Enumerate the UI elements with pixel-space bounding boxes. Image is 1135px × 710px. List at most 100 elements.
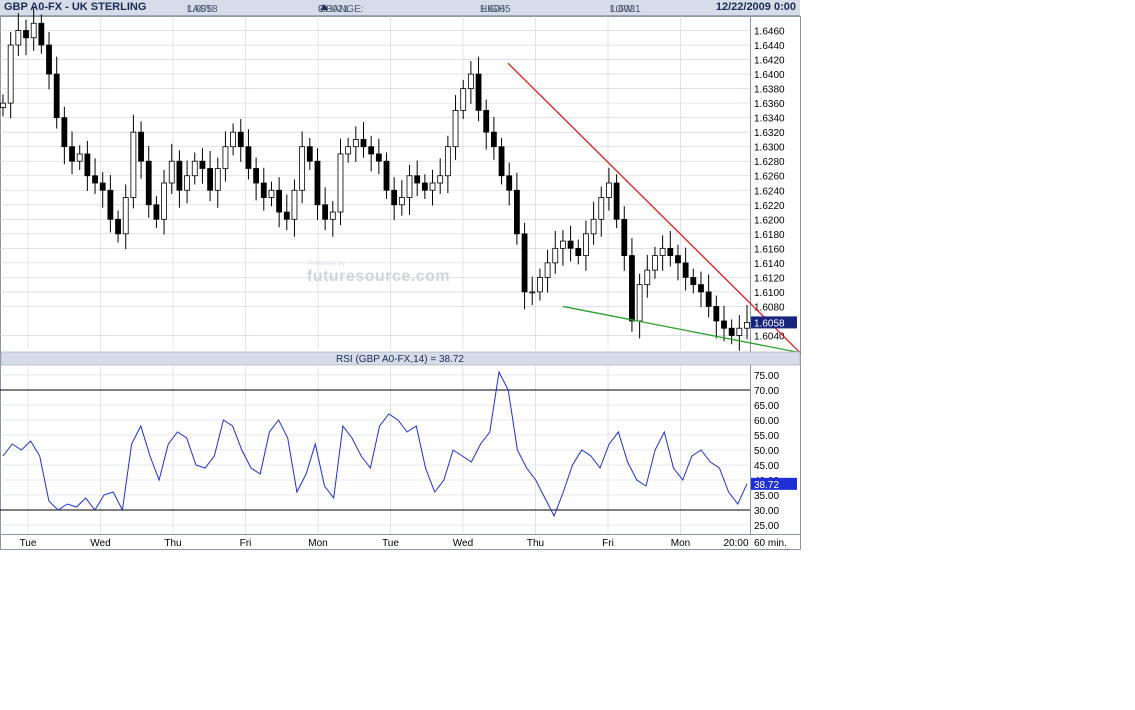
candle-body	[452, 109, 459, 148]
candle-body	[552, 247, 559, 264]
candle-body	[437, 175, 444, 184]
x-tick-label: Mon	[308, 538, 327, 549]
price-tick-label: 1.6380	[754, 85, 785, 96]
candle-body	[299, 146, 306, 191]
rsi-line	[2, 370, 748, 518]
rsi-last-marker	[751, 477, 797, 490]
rsi-tick-label: 75.00	[754, 371, 779, 382]
candle-body	[15, 30, 22, 46]
candle-body	[398, 197, 405, 206]
watermark-tagline: Powered by	[309, 261, 346, 267]
rsi-tick-label: 25.00	[754, 521, 779, 532]
price-tick-label: 1.6180	[754, 230, 785, 241]
candle-body	[429, 182, 436, 191]
candle-body	[659, 247, 666, 257]
x-tick-label: Thu	[164, 538, 181, 549]
candle-body	[153, 204, 160, 220]
x-tick-label: Tue	[20, 538, 37, 549]
price-tick-label: 1.6300	[754, 143, 785, 154]
candle-body	[705, 291, 712, 307]
candle-body	[23, 30, 29, 39]
candle-body	[145, 160, 152, 206]
price-tick-label: 1.6140	[754, 259, 785, 270]
candle-body	[391, 189, 398, 206]
candle-body	[184, 175, 190, 191]
x-tick-label: Thu	[527, 538, 544, 549]
candle-body	[352, 139, 359, 148]
candle-body	[483, 109, 490, 133]
up-triangle-icon	[320, 4, 328, 10]
candle-body	[322, 204, 329, 220]
candle-body	[460, 88, 467, 111]
high-label: HIGH:	[480, 4, 508, 15]
candle-body	[237, 131, 244, 148]
price-tick-label: 1.6200	[754, 215, 785, 226]
price-tick-label: 1.6420	[754, 56, 785, 67]
x-tick-label: Wed	[90, 538, 110, 549]
rsi-title: RSI (GBP A0-FX,14) = 38.72	[336, 354, 464, 365]
candle-body	[191, 160, 198, 177]
candle-body	[636, 284, 643, 322]
candle-body	[698, 284, 704, 293]
price-tick-label: 1.6260	[754, 172, 785, 183]
x-tick-label: Wed	[453, 538, 473, 549]
low-value: 1.6031	[610, 4, 641, 15]
candle-body	[7, 44, 14, 104]
candle-body	[560, 240, 566, 249]
candle-body	[713, 306, 720, 322]
candle-body	[506, 175, 513, 191]
x-tick-label: Fri	[602, 538, 614, 549]
candle-body	[667, 247, 674, 257]
candle-body	[291, 189, 298, 220]
quote-header: GBP A0-FX - UK STERLING LAST: 1.6058 CHA…	[0, 0, 800, 16]
price-tick-label: 1.6320	[754, 128, 785, 139]
rsi-tick-label: 35.00	[754, 491, 779, 502]
candle-body	[176, 160, 183, 191]
candle-body	[475, 73, 482, 111]
rsi-tick-label: 60.00	[754, 416, 779, 427]
candle-body	[375, 153, 382, 162]
candle-body	[406, 175, 413, 198]
candle-body	[621, 218, 628, 257]
price-tick-label: 1.6160	[754, 244, 785, 255]
x-tick-label: Mon	[671, 538, 690, 549]
rsi-title-bar	[0, 351, 801, 366]
price-tick-label: 1.6400	[754, 70, 785, 81]
rsi-tick-label: 30.00	[754, 506, 779, 517]
candle-body	[99, 182, 106, 191]
price-tick-label: 1.6080	[754, 302, 785, 313]
last-value: 1.6058	[187, 4, 218, 15]
candle-body	[122, 197, 129, 235]
rsi-tick-label: 65.00	[754, 401, 779, 412]
candle-body	[575, 247, 582, 257]
x-axis-unit: 60 min.	[754, 538, 787, 549]
x-tick-label: Fri	[240, 538, 252, 549]
candle-body	[383, 160, 390, 191]
candle-body	[513, 189, 520, 235]
candle-body	[230, 131, 237, 148]
symbol-title: GBP A0-FX - UK STERLING	[4, 1, 147, 13]
price-tick-label: 1.6120	[754, 273, 785, 284]
candle-body	[76, 153, 83, 162]
candle-body	[682, 262, 689, 278]
candle-body	[314, 160, 321, 206]
candle-body	[161, 182, 167, 220]
candle-body	[736, 327, 743, 336]
x-tick-label: 20:00	[723, 538, 748, 549]
candle-body	[222, 146, 229, 169]
price-tick-label: 1.6340	[754, 114, 785, 125]
candle-body	[728, 327, 735, 336]
candle-body	[644, 269, 651, 286]
candle-body	[629, 255, 635, 322]
change-value: 0.0021	[318, 4, 349, 15]
candle-body	[30, 22, 37, 39]
candle-body	[652, 255, 658, 271]
candle-body	[168, 160, 175, 184]
support-trendline	[562, 305, 801, 354]
chart-svg: 1.6460 1.6440 1.6420 1.6400 1.6380 1.6360 1.63…	[0, 8, 801, 550]
candle-body	[276, 189, 283, 213]
candle-body	[115, 218, 121, 235]
candle-body	[345, 146, 352, 155]
candle-body	[421, 182, 428, 191]
candles-group	[0, 8, 750, 351]
